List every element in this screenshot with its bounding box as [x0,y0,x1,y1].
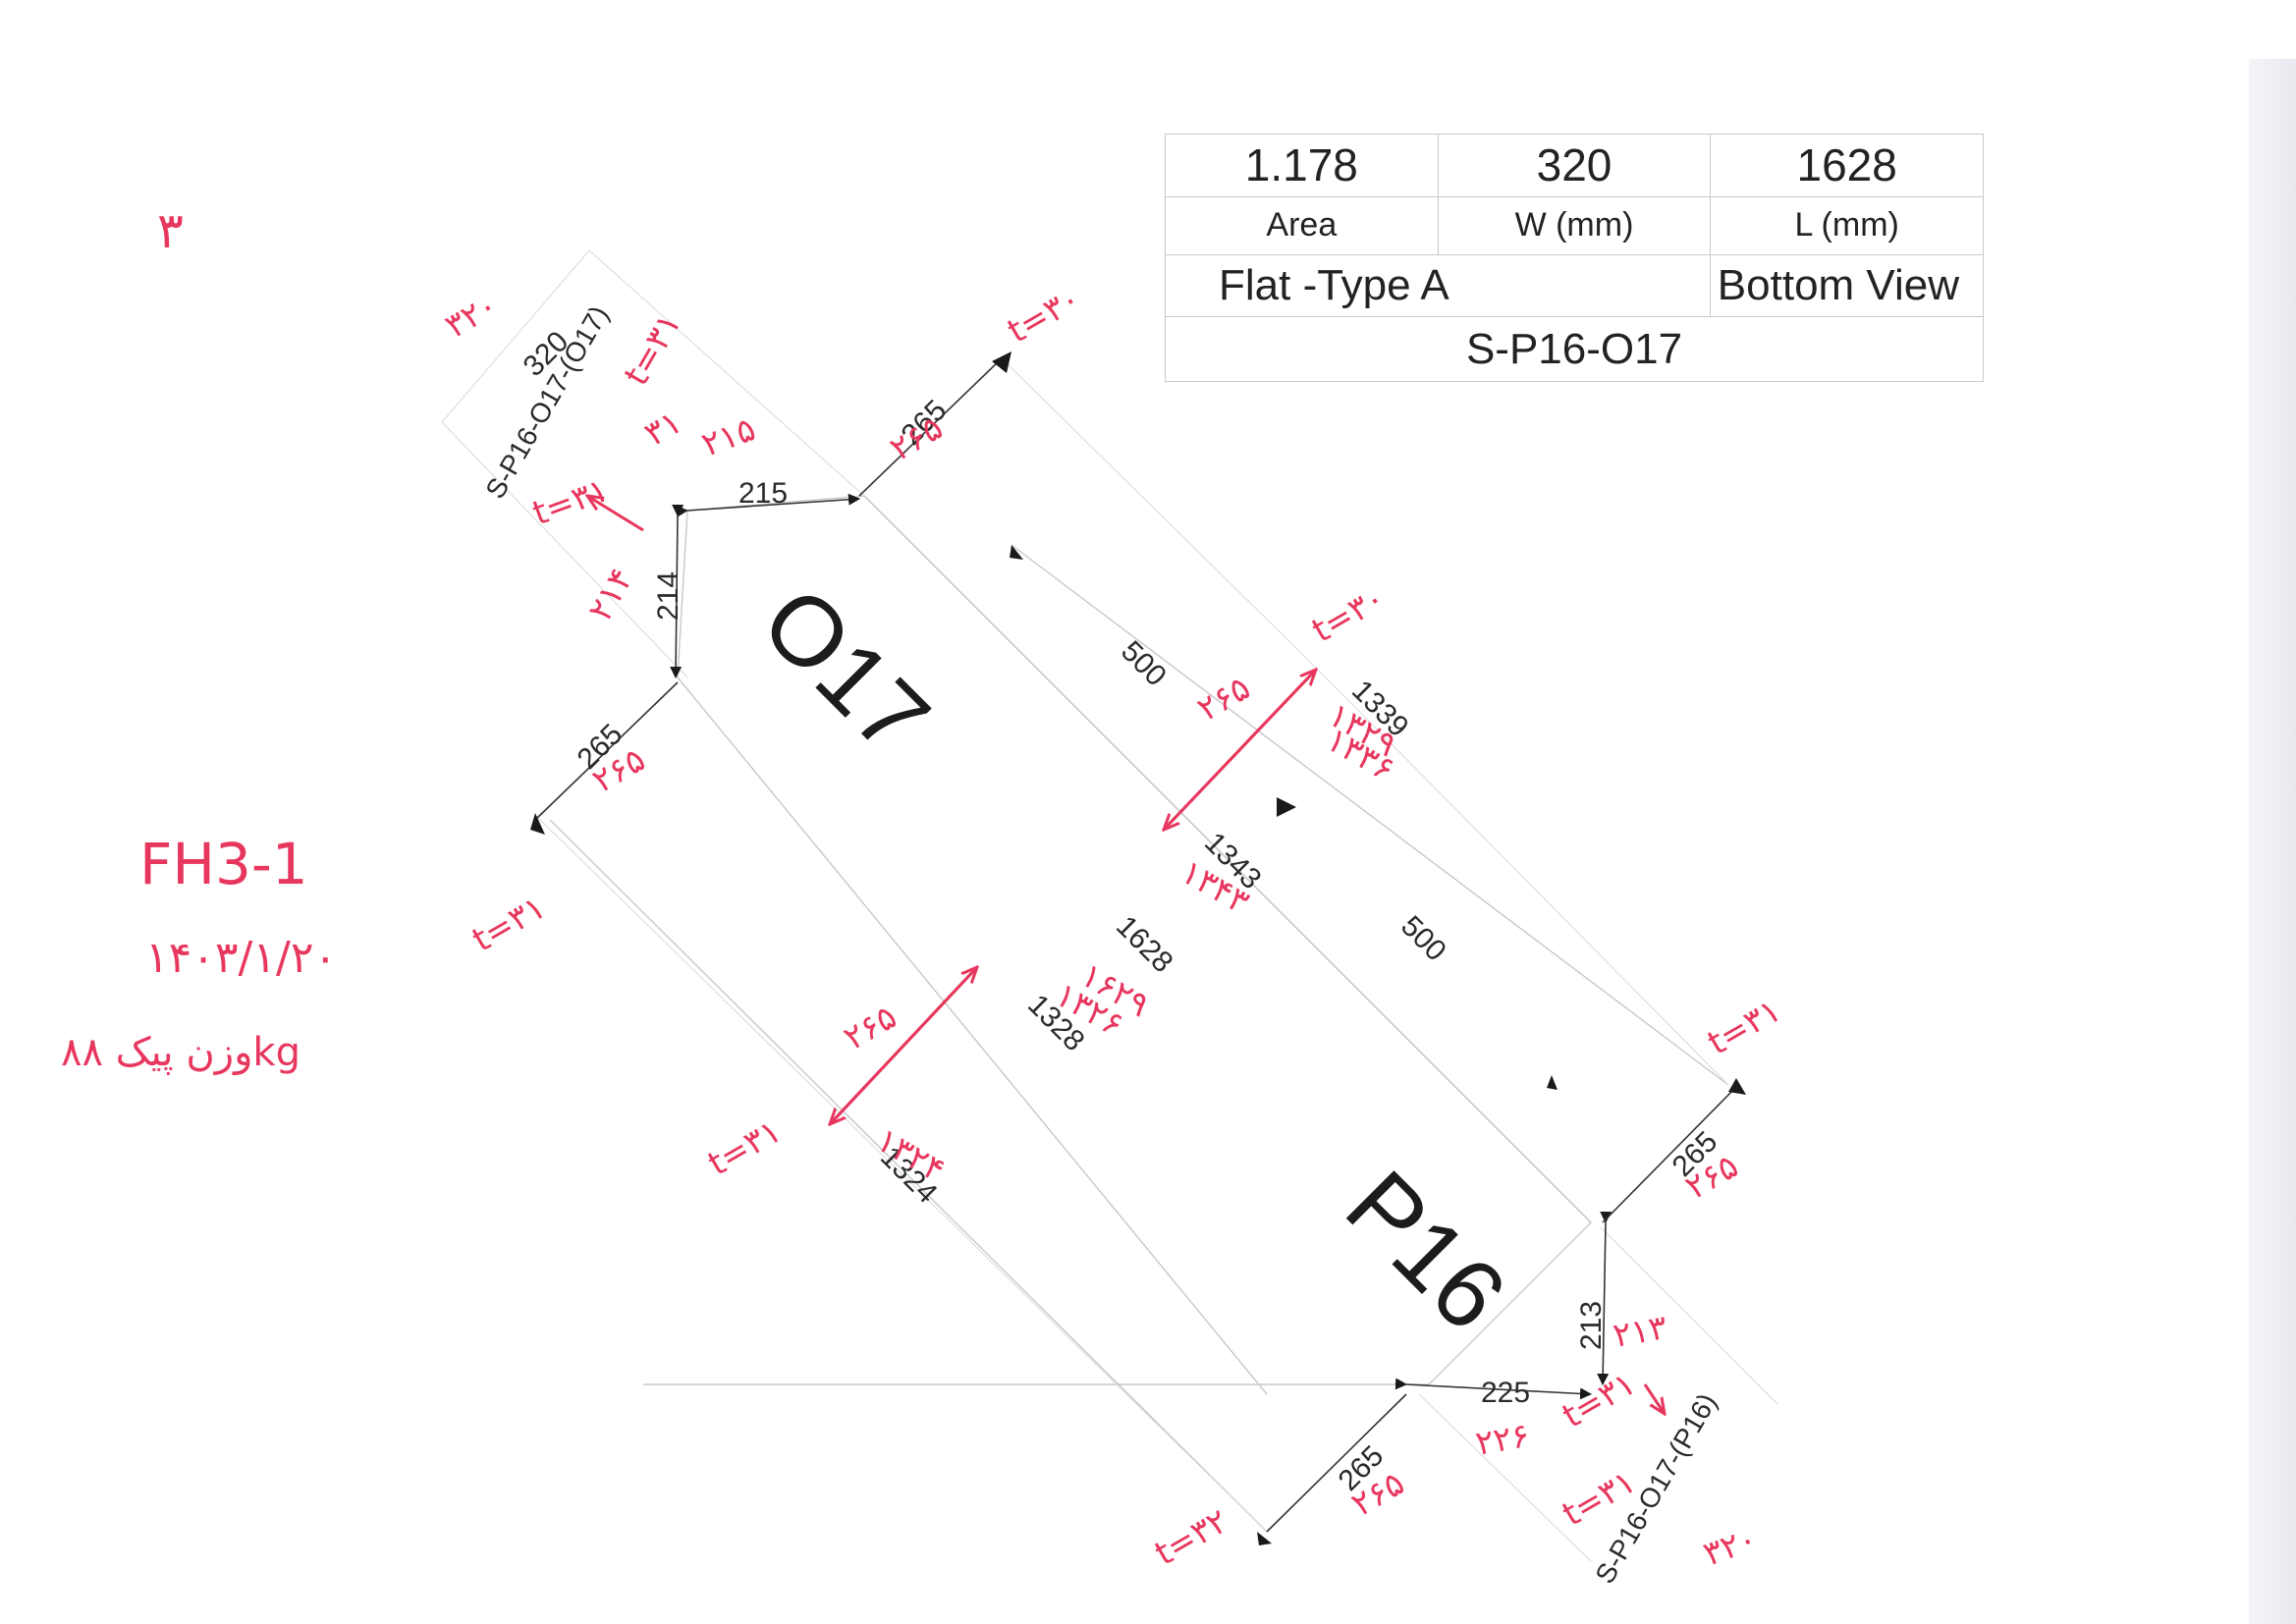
width-label: W (mm) [1437,195,1712,255]
note-width-top: ۳۲۰ [439,286,505,347]
note-arrow-b: ۲۶۵ [838,998,903,1058]
length-label: L (mm) [1710,195,1984,255]
length-value: 1628 [1710,134,1984,197]
view-label: Bottom View [1710,253,1984,318]
drawing-code: S-P16-O17 [1165,316,1984,382]
dim-length-total: 1628 [1110,910,1179,980]
note-extra-2: ۳۱ [638,403,689,455]
type-label: Flat -Type A [1164,253,1712,318]
red-arrows [587,496,1665,1414]
note-thickness-8: t=۳۲ [1149,1501,1235,1574]
handwritten-code: FH3-1 [139,831,308,897]
handwritten-date: ۱۴۰۳/۱/۲۰ [145,933,337,983]
note-thickness-5: t=۳۱ [527,470,613,533]
handwritten-weight: وزن پیک ۸۸kg [61,1030,301,1075]
page-mark: ۳ [157,202,184,259]
dim-gap-upper: 500 [1115,635,1173,693]
note-thickness-6: t=۳۱ [1702,991,1788,1063]
note-thickness-7: t=۳۱ [702,1111,789,1184]
dim-bottom-right-side: 213 [1575,1301,1608,1350]
note-thickness-3: t=۳۱ [466,888,553,960]
piece-label-bottom: P16 [1325,1150,1526,1351]
area-value: 1.178 [1165,134,1439,197]
note-width-bottom: ۳۲۰ [1698,1519,1762,1574]
note-edge-b: ۲۲۶ [1473,1416,1533,1464]
dim-top-edge: 215 [738,477,788,510]
note-thickness-2: t=۳۰ [1306,578,1393,651]
dim-bottom-edge: 225 [1481,1377,1530,1409]
extension-lines [441,249,1778,1562]
dimension-lines [534,357,1739,1533]
note-side-b: ۲۱۳ [1611,1308,1670,1356]
scan-edge [2249,59,2296,1624]
area-label: Area [1165,195,1439,255]
note-thickness-4: t=۳۱ [617,306,689,393]
dim-gap-lower: 500 [1394,910,1452,968]
note-thickness-9: t=۳۱ [1557,1364,1643,1436]
piece-label-top: O17 [740,566,950,775]
note-top-edge: ۲۱۵ [696,409,760,464]
title-block: 1.178 320 1628 Area W (mm) L (mm) Flat -… [1164,134,1984,382]
note-thickness-1: t=۳۰ [1002,279,1088,352]
note-side: ۲۱۴ [580,562,641,627]
note-arrow-a: ۲۶۵ [1191,669,1257,730]
arrow-ticks [530,352,1746,1545]
dim-top-left-side: 214 [652,571,684,621]
